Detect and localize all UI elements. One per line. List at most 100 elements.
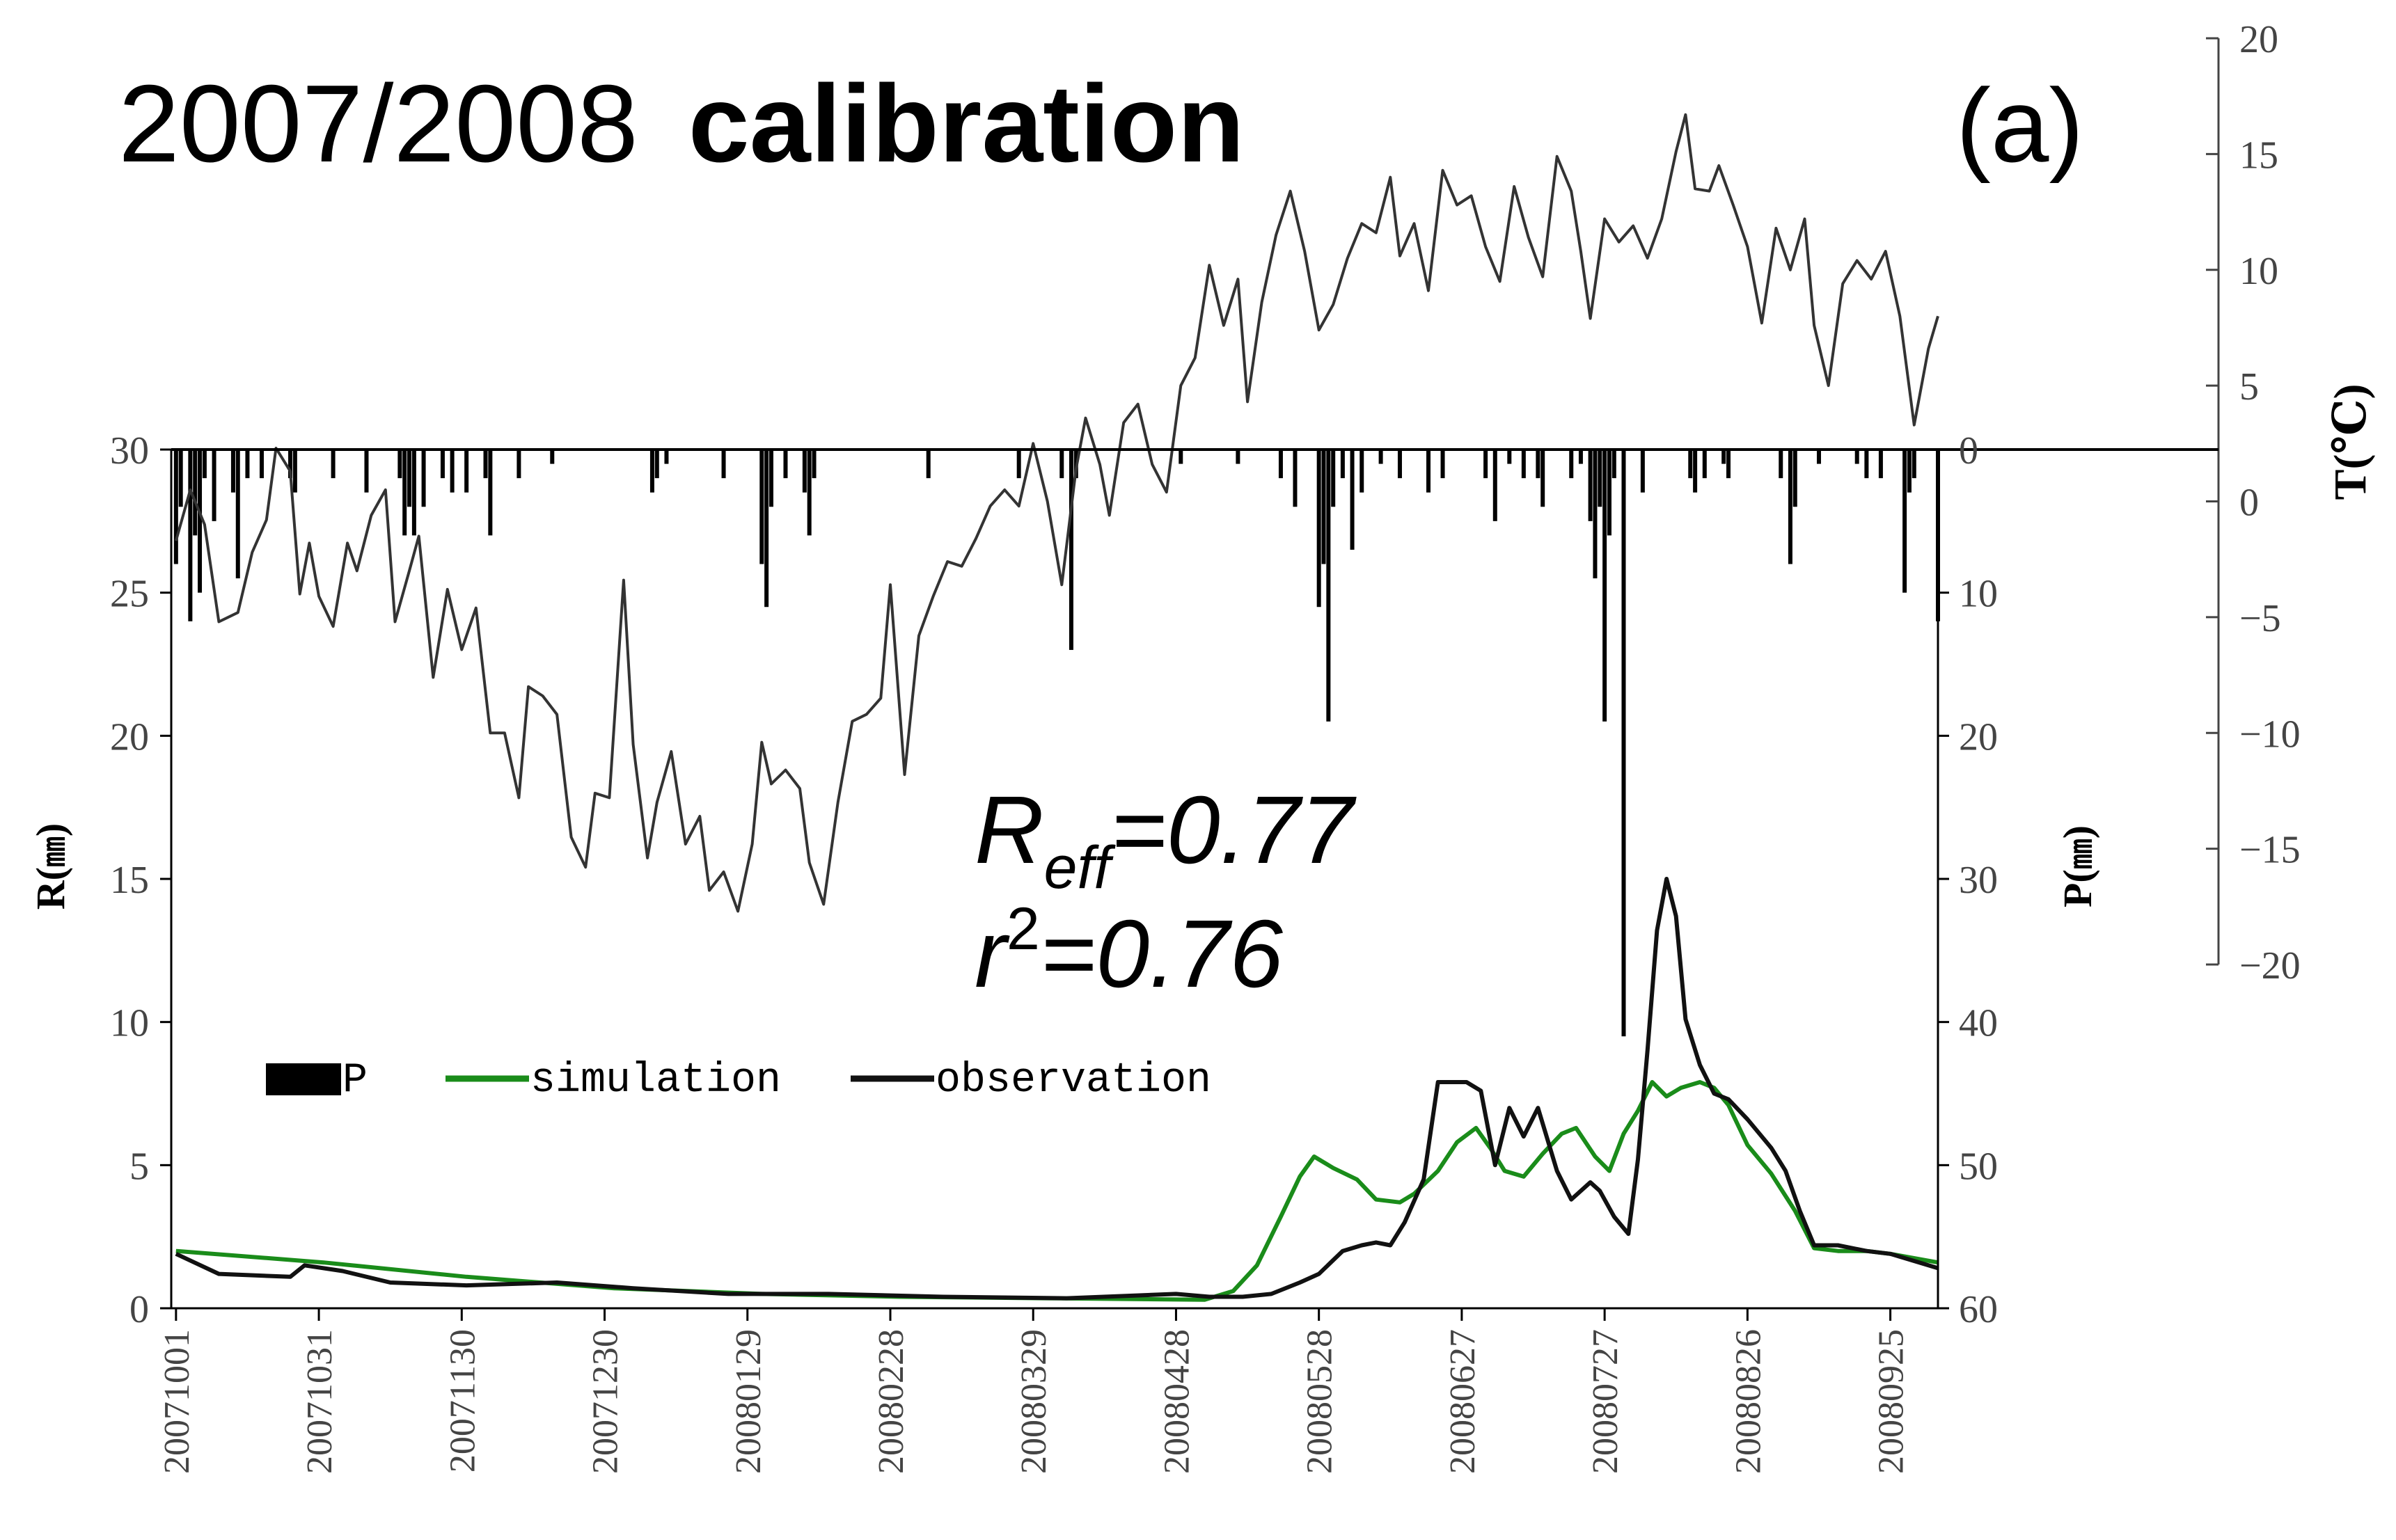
series-lines xyxy=(174,113,1939,1302)
temp-axis-tick-label: −20 xyxy=(2239,944,2301,987)
precip-axis-tick-label: 30 xyxy=(1959,859,1998,902)
precip-bar xyxy=(812,450,817,479)
precip-axis-tick-label: 0 xyxy=(1959,429,1978,473)
precip-bar xyxy=(1588,450,1593,521)
precip-bar xyxy=(178,450,183,507)
precip-bar xyxy=(1340,450,1345,479)
x-axis-tick-label: 20080428 xyxy=(1157,1329,1197,1474)
precip-bar xyxy=(1816,450,1821,464)
left-axis-tick-label: 10 xyxy=(110,1002,149,1045)
x-axis-tick-label: 20080627 xyxy=(1443,1329,1483,1474)
temp-axis-tick-label: 10 xyxy=(2239,250,2278,293)
precip-bar xyxy=(1536,450,1540,479)
x-axis-tick-label: 20071230 xyxy=(586,1329,626,1474)
precip-bar xyxy=(259,450,264,479)
precip-bar xyxy=(769,450,773,507)
left-axis-tick-label: 5 xyxy=(129,1145,149,1188)
temperature-line xyxy=(174,113,1939,913)
left-axis-ticks: 0 5 10 15 20 25 30 xyxy=(110,429,171,1331)
precip-bar xyxy=(1854,450,1859,464)
precip-bar xyxy=(488,450,493,536)
precip-bar xyxy=(1359,450,1364,493)
precip-bar xyxy=(421,450,426,507)
precip-bar xyxy=(1326,450,1331,722)
precip-bar xyxy=(1688,450,1693,479)
precip-bar xyxy=(550,450,555,464)
observation-line xyxy=(175,877,1939,1301)
precip-bar xyxy=(1721,450,1726,464)
precip-bar xyxy=(407,450,412,507)
precip-bar xyxy=(292,450,297,493)
precip-bar xyxy=(202,450,207,479)
precip-bar xyxy=(1069,450,1073,650)
precip-bar xyxy=(230,450,235,493)
x-axis-tick-label: 20071130 xyxy=(443,1329,482,1472)
precip-bar xyxy=(464,450,469,493)
precip-bar xyxy=(1426,450,1431,493)
temp-axis-tick-label: 0 xyxy=(2239,482,2259,525)
precip-bar xyxy=(1578,450,1583,464)
precip-bar xyxy=(1611,450,1616,479)
left-axis-tick-label: 20 xyxy=(110,715,149,759)
precip-bar xyxy=(1864,450,1869,479)
x-axis-tick-label: 20080528 xyxy=(1300,1329,1340,1474)
x-axis-ticks: 20071001 20071031 20071130 20071230 20080129… xyxy=(157,1308,1912,1474)
x-axis-tick-label: 20080129 xyxy=(729,1329,769,1474)
left-axis-tick-label: 15 xyxy=(110,859,149,902)
precip-bar xyxy=(926,450,931,479)
precip-bar xyxy=(235,450,240,579)
precip-bar xyxy=(1278,450,1283,479)
precip-bar xyxy=(1016,450,1021,479)
precip-bar xyxy=(288,450,293,479)
precip-bar xyxy=(1779,450,1783,479)
precip-bar xyxy=(1593,450,1598,579)
precip-bar xyxy=(1702,450,1707,479)
precip-bar xyxy=(1907,450,1912,493)
precip-bar xyxy=(1912,450,1916,479)
precip-bar xyxy=(1397,450,1402,479)
precip-bar xyxy=(1440,450,1445,479)
precip-axis-tick-label: 10 xyxy=(1959,573,1998,616)
precip-bar xyxy=(1507,450,1512,464)
chart-title: 2007/2008 calibration xyxy=(118,63,1245,185)
precip-bar xyxy=(193,450,198,536)
precip-bar xyxy=(245,450,250,479)
precip-bar xyxy=(1621,450,1626,1037)
x-axis-tick-label: 20080228 xyxy=(872,1329,911,1474)
precip-axis-ticks: 0 10 20 30 40 50 60 xyxy=(1938,429,1998,1331)
legend-swatch-p xyxy=(266,1063,341,1095)
precip-bar xyxy=(1316,450,1321,608)
left-axis-label: R(㎜) xyxy=(28,823,73,910)
precip-bar xyxy=(1321,450,1326,564)
precip-bar xyxy=(1726,450,1731,479)
temp-axis-tick-label: 5 xyxy=(2239,365,2259,408)
precip-bar xyxy=(1293,450,1298,507)
precip-bar xyxy=(802,450,807,493)
left-axis-tick-label: 30 xyxy=(110,429,149,473)
temperature-axis: 20 15 10 5 0 −5 −10 −15 −20 xyxy=(2206,18,2301,987)
precip-bar xyxy=(1236,450,1240,464)
precip-bar xyxy=(188,450,193,621)
precip-bar xyxy=(173,450,178,564)
precip-bar xyxy=(364,450,369,493)
precip-bar xyxy=(1602,450,1607,722)
legend: P simulation observation xyxy=(266,1057,1211,1104)
precip-bar xyxy=(411,450,416,536)
x-axis-tick-label: 20071031 xyxy=(300,1329,340,1474)
precip-axis-tick-label: 20 xyxy=(1959,715,1998,759)
precip-bar xyxy=(331,450,336,479)
precip-bar xyxy=(517,450,521,479)
precip-bar xyxy=(1059,450,1064,479)
precip-bar xyxy=(1521,450,1526,479)
precip-bar xyxy=(450,450,455,493)
precip-bar xyxy=(483,450,488,479)
precip-axis-tick-label: 50 xyxy=(1959,1145,1998,1188)
temp-axis-tick-label: 20 xyxy=(2239,18,2278,61)
precip-bar xyxy=(440,450,445,479)
left-axis-tick-label: 25 xyxy=(110,573,149,616)
precip-bar xyxy=(1788,450,1792,564)
precip-bar xyxy=(1693,450,1698,493)
precip-bar xyxy=(807,450,812,536)
precip-bar xyxy=(721,450,726,479)
